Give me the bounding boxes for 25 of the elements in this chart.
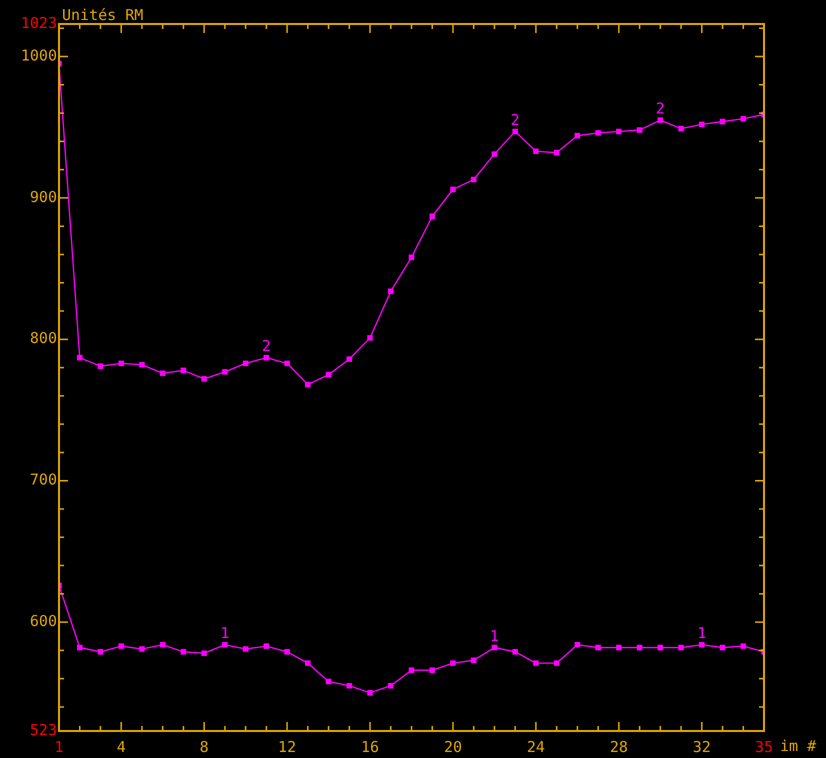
x-tick-label: 1 <box>54 738 64 756</box>
y-tick-label: 800 <box>30 329 57 348</box>
y-tick-label: 1023 <box>20 14 57 32</box>
x-tick-label: 32 <box>692 738 711 756</box>
x-axis-title: im # <box>780 736 816 755</box>
y-tick-label: 900 <box>30 188 57 206</box>
y-tick-label: 700 <box>30 470 57 489</box>
x-tick-label: 24 <box>526 738 545 756</box>
x-tick-label: 16 <box>361 738 380 756</box>
annotation: 1 <box>697 624 706 642</box>
annotation: 2 <box>656 100 665 118</box>
annotation: 2 <box>262 337 271 356</box>
x-tick-label: 4 <box>116 738 126 756</box>
x-tick-label: 12 <box>278 738 296 756</box>
x-tick-label: 20 <box>444 738 462 756</box>
annotation: 1 <box>220 624 230 642</box>
y-tick-label: 523 <box>30 720 57 739</box>
annotation: 2 <box>510 110 520 129</box>
x-tick-label: 28 <box>610 738 628 756</box>
annotation: 1 <box>490 626 499 645</box>
y-axis-title: Unités RM <box>62 6 144 24</box>
x-tick-label: 35 <box>754 738 774 756</box>
x-tick-label: 8 <box>200 738 209 756</box>
y-tick-label: 1000 <box>20 46 57 64</box>
y-tick-label: 600 <box>30 612 57 630</box>
